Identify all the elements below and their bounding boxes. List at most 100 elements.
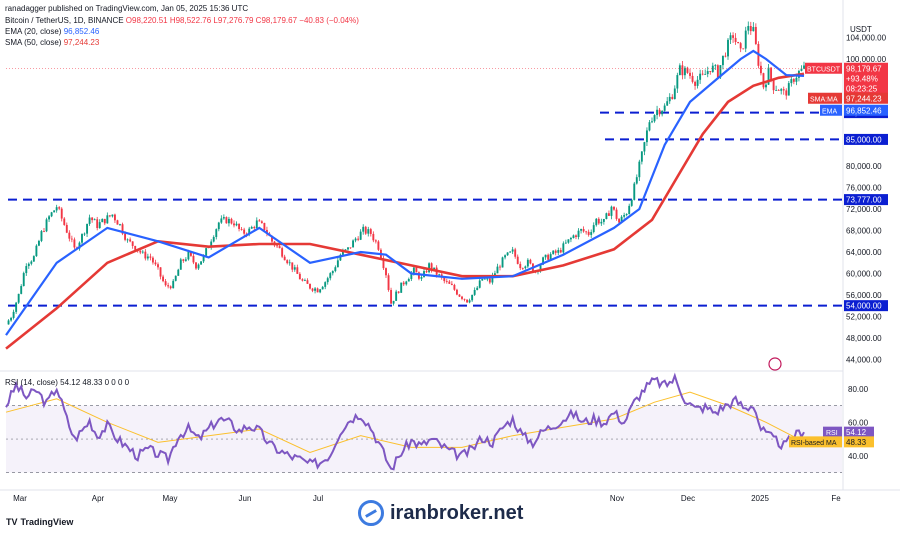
candle-body bbox=[157, 264, 159, 268]
candle-body bbox=[410, 273, 413, 280]
candle-body bbox=[529, 259, 532, 264]
candle-body bbox=[542, 257, 545, 265]
sma50-line bbox=[5, 72, 805, 350]
candle-body bbox=[43, 231, 45, 232]
candle-body bbox=[146, 256, 149, 259]
candle-body bbox=[347, 247, 349, 250]
candle-body bbox=[509, 251, 512, 253]
sma-tag-bg bbox=[808, 92, 842, 104]
candle-body bbox=[607, 213, 610, 216]
candle-body bbox=[101, 218, 104, 223]
candle-body bbox=[521, 268, 524, 269]
symbol-tag: BTCUSDT bbox=[807, 67, 841, 74]
candle-body bbox=[519, 263, 522, 269]
candle-body bbox=[405, 281, 408, 285]
candle-body bbox=[212, 237, 215, 242]
published-line: ranadagger published on TradingView.com,… bbox=[5, 4, 249, 13]
candle-body bbox=[569, 237, 572, 240]
candle-body bbox=[443, 277, 446, 282]
candle-body bbox=[683, 67, 686, 76]
candle-body bbox=[547, 254, 550, 260]
candle-body bbox=[385, 268, 387, 276]
last-price-change: +93.48% bbox=[846, 75, 878, 84]
time-tick-label: May bbox=[162, 494, 177, 503]
symbol-title[interactable]: Bitcoin / TetherUS, 1D, BINANCE bbox=[5, 16, 124, 25]
candle-body bbox=[749, 26, 752, 32]
candle-body bbox=[321, 286, 324, 290]
candle-body bbox=[103, 218, 106, 224]
iranbroker-watermark: iranbroker.net bbox=[358, 500, 523, 526]
candle-body bbox=[172, 280, 175, 289]
candle-body bbox=[126, 239, 129, 241]
candle-body bbox=[661, 110, 664, 115]
candle-body bbox=[174, 275, 177, 281]
rsi-legend[interactable]: RSI (14, close) 54.12 48.33 0 0 0 0 bbox=[5, 378, 130, 387]
candle-body bbox=[106, 215, 109, 224]
candle-body bbox=[341, 250, 344, 255]
candle-body bbox=[73, 239, 76, 248]
candle-body bbox=[324, 282, 327, 287]
price-tick-label: 56,000.00 bbox=[846, 291, 882, 300]
candle-body bbox=[45, 219, 48, 232]
sma-legend-name: SMA (50, close) bbox=[5, 38, 62, 47]
candle-body bbox=[775, 90, 778, 91]
candle-body bbox=[182, 259, 185, 261]
candle-body bbox=[597, 218, 600, 224]
candle-body bbox=[276, 245, 279, 247]
candle-body bbox=[430, 263, 433, 270]
price-tick-label: 48,000.00 bbox=[846, 334, 882, 343]
candle-body bbox=[369, 229, 372, 234]
candle-body bbox=[453, 284, 456, 290]
candle-body bbox=[562, 243, 565, 253]
candle-body bbox=[415, 267, 418, 273]
candle-body bbox=[491, 275, 494, 283]
last-price-value: 98,179.67 bbox=[846, 65, 882, 74]
candle-body bbox=[258, 220, 261, 222]
candle-body bbox=[630, 199, 633, 206]
candle-body bbox=[134, 245, 137, 250]
candle-body bbox=[362, 226, 365, 232]
candle-body bbox=[159, 267, 162, 277]
candle-body bbox=[719, 65, 722, 78]
candle-body bbox=[765, 84, 767, 88]
tradingview-footer[interactable]: TV TradingView bbox=[6, 517, 73, 527]
tradingview-brand: TradingView bbox=[20, 517, 74, 527]
candle-body bbox=[50, 212, 53, 217]
rsi-tag: RSI bbox=[826, 430, 838, 437]
price-tick-label: 64,000.00 bbox=[846, 248, 882, 257]
candle-body bbox=[711, 65, 714, 72]
candle-body bbox=[468, 300, 471, 303]
candle-body bbox=[737, 41, 740, 44]
candle-body bbox=[613, 206, 615, 210]
candle-body bbox=[704, 74, 707, 75]
candle-body bbox=[96, 219, 99, 229]
price-tick-label: 44,000.00 bbox=[846, 355, 882, 364]
candle-body bbox=[301, 279, 304, 281]
candle-body bbox=[724, 55, 727, 57]
candle-body bbox=[243, 229, 246, 234]
candle-body bbox=[577, 230, 580, 238]
candle-body bbox=[260, 221, 263, 223]
candle-body bbox=[673, 88, 676, 100]
candle-body bbox=[316, 288, 319, 293]
rsi-line bbox=[5, 372, 805, 471]
candle-body bbox=[686, 67, 689, 73]
candle-body bbox=[12, 311, 15, 318]
candle-body bbox=[676, 75, 679, 89]
time-tick-label: 2025 bbox=[751, 494, 769, 503]
time-axis: Mar Apr May Jun Jul Nov Dec 2025 Fe bbox=[13, 494, 841, 503]
sma-legend[interactable]: SMA (50, close) 97,244.23 bbox=[5, 38, 99, 47]
rsi-tag-bg bbox=[823, 426, 842, 438]
candle-body bbox=[98, 222, 101, 229]
candle-body bbox=[635, 177, 638, 184]
candle-body bbox=[668, 96, 671, 102]
candle-body bbox=[633, 183, 636, 200]
candle-body bbox=[25, 266, 28, 274]
candle-body bbox=[792, 79, 795, 82]
candle-body bbox=[478, 280, 481, 288]
candle-body bbox=[151, 257, 154, 263]
candle-body bbox=[600, 221, 603, 224]
candle-body bbox=[78, 242, 81, 249]
ema-legend[interactable]: EMA (20, close) 96,852.46 bbox=[5, 27, 99, 36]
candle-body bbox=[694, 81, 697, 86]
